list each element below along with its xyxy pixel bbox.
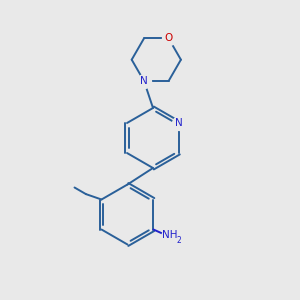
Text: N: N (140, 76, 148, 86)
Text: 2: 2 (176, 236, 181, 245)
Text: NH: NH (162, 230, 178, 241)
Text: O: O (164, 33, 173, 43)
Text: N: N (175, 118, 183, 128)
